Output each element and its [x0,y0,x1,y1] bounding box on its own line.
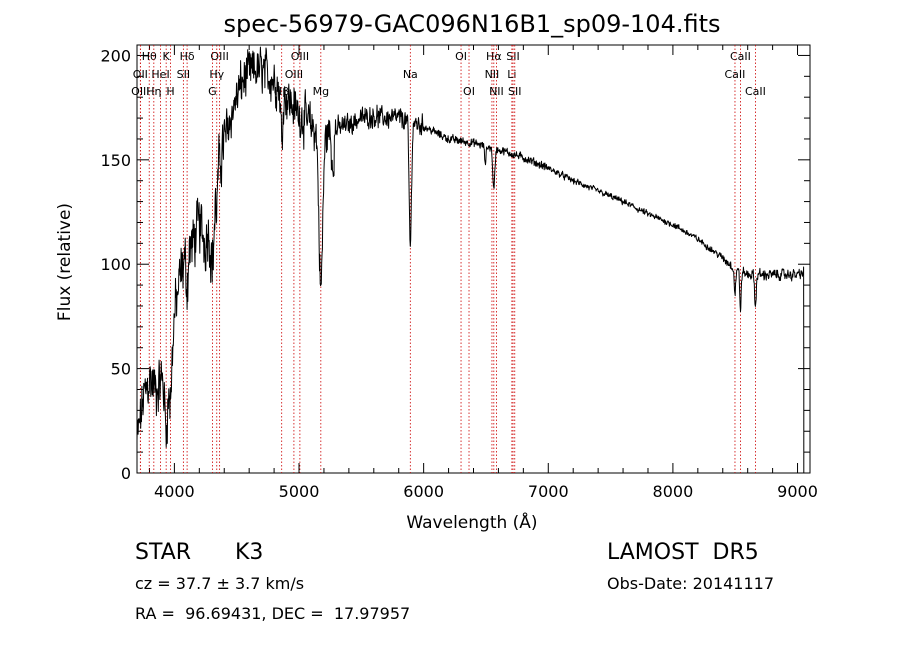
spectrum-line [136,46,805,473]
plot-area: 4000 5000 6000 7000 8000 9000 0 50 100 150 200 Hθ OI… [100,44,818,501]
spectral-line-label: CaII [730,50,751,63]
spectral-line-label: OI [463,85,475,98]
spectral-line-label: Mg [313,85,329,98]
object-subclass: K3 [235,540,264,565]
chart-title: spec-56979-GAC096N16B1_sp09-104.fits [223,10,720,38]
spectral-line-label: Hα [486,50,502,63]
spectral-line-label: Na [403,68,418,81]
plot-frame [136,44,811,474]
x-tick-label: 4000 [154,482,195,501]
spectral-line-label: OIII [210,50,228,63]
x-axis-label: Wavelength (Å) [406,511,537,533]
spectral-line-label: Hγ [209,68,224,81]
x-tick-label: 9000 [777,482,818,501]
survey-name: LAMOST DR5 [607,540,759,565]
spectral-line-label: HeI [151,68,169,81]
spectral-line-label: CaII [745,85,766,98]
spectral-line-label: SII [177,68,190,81]
spectral-line-label: NII [485,68,500,81]
x-tick-label: 5000 [279,482,320,501]
y-tick-label: 150 [100,151,131,170]
redshift-readout: cz = 37.7 ± 3.7 km/s [135,574,305,593]
y-tick-label: 0 [121,464,131,483]
spectral-line-label: SII [506,50,519,63]
spectral-line-label: OI [455,50,467,63]
spectral-line-label: H [166,85,174,98]
spectral-line-label: Hη [146,85,161,98]
observation-date: Obs-Date: 20141117 [607,574,775,593]
x-tick-label: 6000 [403,482,444,501]
y-tick-label: 200 [100,46,131,65]
spectral-line-label: K [163,50,171,63]
x-tick-label: 7000 [528,482,569,501]
object-class: STAR [135,540,192,565]
spectral-line-label: OIII [291,50,309,63]
spectral-line-label: OIII [285,68,303,81]
spectral-line-label: OIII [131,85,149,98]
spectral-line-label: CaII [725,68,746,81]
spectral-line-label: SII [508,85,521,98]
spectral-line-label: NII [489,85,504,98]
y-tick-label: 50 [111,360,131,379]
spectral-line-label: Hδ [180,50,195,63]
x-tick-label: 8000 [653,482,694,501]
coordinates-readout: RA = 96.69431, DEC = 17.97957 [135,604,411,623]
spectral-line-label: Li [507,68,516,81]
spectral-line-label: G [208,85,217,98]
y-axis-label: Flux (relative) [55,203,75,321]
y-tick-label: 100 [100,255,131,274]
spectral-line-label: Hθ [142,50,157,63]
